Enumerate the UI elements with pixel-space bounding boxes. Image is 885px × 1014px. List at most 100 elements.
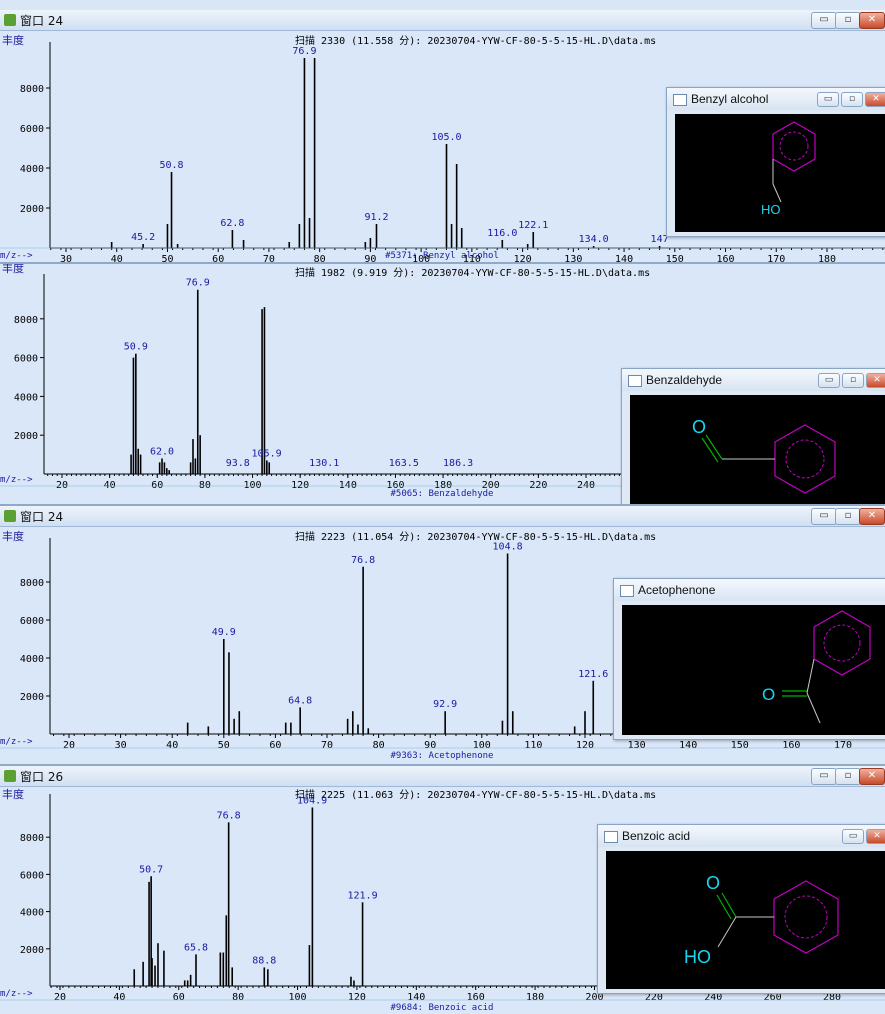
x-tick-label: 240 — [577, 480, 595, 491]
bond — [717, 916, 737, 948]
spectrum-panel-2: 丰度 扫描 1982 (9.919 分): 20230704-YYW-CF-80-… — [0, 264, 885, 504]
x-tick-label: 130 — [628, 740, 646, 751]
y-tick-label: 8000 — [20, 84, 44, 95]
close-button[interactable]: ✕ — [865, 92, 885, 107]
structure-titlebar[interactable]: Acetophenone — [614, 579, 885, 601]
acetophenone-structure: O — [622, 605, 885, 735]
restore-button[interactable]: ▫ — [842, 373, 864, 388]
peak-label: 65.8 — [184, 942, 208, 953]
window-icon — [604, 831, 618, 843]
structure-title: Benzaldehyde — [646, 373, 723, 387]
peak-label: 76.9 — [292, 46, 316, 57]
x-tick-label: 100 — [244, 480, 262, 491]
structure-titlebar[interactable]: Benzyl alcohol ▭ ▫ ✕ — [667, 88, 885, 110]
window-titlebar-1[interactable]: 窗口 24 ▭ ▫ ✕ — [0, 10, 885, 31]
mass-spectrum-chart-2: 丰度 扫描 1982 (9.919 分): 20230704-YYW-CF-80-… — [0, 264, 885, 499]
x-tick-label: 100 — [289, 992, 307, 1003]
spectrum-panel-3: 窗口 24 ▭ ▫ ✕ 丰度 扫描 2223 (11.054 分): 202307… — [0, 506, 885, 764]
peak-label: 116.0 — [487, 228, 517, 239]
window-controls: ▭ ▫ ✕ — [811, 12, 885, 29]
bond — [806, 658, 815, 694]
x-tick-label: 50 — [218, 740, 230, 751]
library-hit: #5371: Benzyl alcohol — [385, 251, 499, 261]
peak-label: 88.8 — [252, 955, 276, 966]
x-tick-label: 90 — [424, 740, 436, 751]
y-tick-label: 6000 — [20, 124, 44, 135]
panel-divider — [0, 764, 885, 766]
peak-label: 134.0 — [579, 234, 609, 245]
restore-button[interactable]: ▫ — [841, 92, 863, 107]
y-tick-label: 4000 — [20, 164, 44, 175]
window-title: 窗口 26 — [20, 770, 64, 784]
restore-button[interactable]: ▫ — [835, 508, 861, 525]
aromatic-circle — [784, 895, 828, 939]
x-tick-label: 160 — [782, 740, 800, 751]
close-button[interactable]: ✕ — [866, 829, 885, 844]
structure-window-acetophenone[interactable]: Acetophenone O — [613, 578, 885, 740]
y-tick-label: 6000 — [20, 870, 44, 881]
structure-titlebar[interactable]: Benzoic acid ▭ ✕ — [598, 825, 885, 847]
minimize-button[interactable]: ▭ — [842, 829, 864, 844]
x-tick-label: 140 — [339, 480, 357, 491]
aromatic-circle — [785, 439, 825, 479]
x-tick-label: 40 — [111, 254, 123, 262]
y-tick-label: 4000 — [14, 392, 38, 403]
close-button[interactable]: ✕ — [859, 508, 885, 525]
x-tick-label: 180 — [818, 254, 836, 262]
peak-label: 93.8 — [226, 458, 250, 469]
minimize-button[interactable]: ▭ — [811, 508, 837, 525]
peak-label: 50.8 — [159, 160, 183, 171]
x-tick-label: 280 — [823, 992, 841, 1003]
x-axis-label: m/z--> — [0, 251, 33, 261]
minimize-button[interactable]: ▭ — [817, 92, 839, 107]
peak-label: 147 — [651, 234, 669, 245]
peak-label: 45.2 — [131, 232, 155, 243]
y-tick-label: 8000 — [20, 833, 44, 844]
structure-titlebar[interactable]: Benzaldehyde ▭ ▫ ✕ — [622, 369, 885, 391]
x-tick-label: 160 — [717, 254, 735, 262]
peak-label: 104.8 — [493, 542, 523, 553]
y-tick-label: 2000 — [20, 945, 44, 956]
structure-window-benzoic-acid[interactable]: Benzoic acid ▭ ✕ O HO — [597, 824, 885, 994]
window-titlebar-3[interactable]: 窗口 24 ▭ ▫ ✕ — [0, 506, 885, 527]
peak-label: 62.0 — [150, 446, 174, 457]
app-icon — [4, 510, 16, 522]
peak-label: 92.9 — [433, 699, 457, 710]
minimize-button[interactable]: ▭ — [811, 768, 837, 785]
close-button[interactable]: ✕ — [859, 768, 885, 785]
close-button[interactable]: ✕ — [866, 373, 885, 388]
structure-window-benzyl-alcohol[interactable]: Benzyl alcohol ▭ ▫ ✕ HO — [666, 87, 885, 237]
bond — [806, 692, 821, 724]
scan-header: 扫描 2223 (11.054 分): 20230704-YYW-CF-80-5… — [295, 530, 656, 543]
app-icon — [4, 14, 16, 26]
x-tick-label: 60 — [269, 740, 281, 751]
spectrum-panel-4: 窗口 26 ▭ ▫ ✕ 丰度 扫描 2225 (11.063 分): 202307… — [0, 766, 885, 1014]
spectrum-panel-1: 窗口 24 ▭ ▫ ✕ 丰度 扫描 2330 (11.558 分): 202307… — [0, 10, 885, 262]
structure-window-benzaldehyde[interactable]: Benzaldehyde ▭ ▫ ✕ O — [621, 368, 885, 504]
y-axis-label: 丰度 — [2, 787, 24, 801]
x-tick-label: 110 — [524, 740, 542, 751]
x-tick-label: 20 — [56, 480, 68, 491]
restore-button[interactable]: ▫ — [835, 768, 861, 785]
benzaldehyde-structure: O — [630, 395, 885, 504]
window-title: 窗口 24 — [20, 510, 64, 524]
hydroxyl-atom: HO — [761, 202, 781, 217]
x-tick-label: 40 — [104, 480, 116, 491]
minimize-button[interactable]: ▭ — [818, 373, 840, 388]
peak-label: 163.5 — [389, 458, 419, 469]
restore-button[interactable]: ▫ — [835, 12, 861, 29]
oxygen-atom: O — [692, 417, 706, 437]
x-axis-label: m/z--> — [0, 475, 33, 485]
close-button[interactable]: ✕ — [859, 12, 885, 29]
x-tick-label: 110 — [463, 254, 481, 262]
window-titlebar-4[interactable]: 窗口 26 ▭ ▫ ✕ — [0, 766, 885, 787]
x-tick-label: 160 — [467, 992, 485, 1003]
peak-label: 91.2 — [364, 212, 388, 223]
x-tick-label: 60 — [151, 480, 163, 491]
y-tick-label: 4000 — [20, 908, 44, 919]
x-tick-label: 170 — [767, 254, 785, 262]
peak-label: 49.9 — [212, 627, 236, 638]
minimize-button[interactable]: ▭ — [811, 12, 837, 29]
bond — [772, 183, 782, 203]
x-tick-label: 130 — [564, 254, 582, 262]
